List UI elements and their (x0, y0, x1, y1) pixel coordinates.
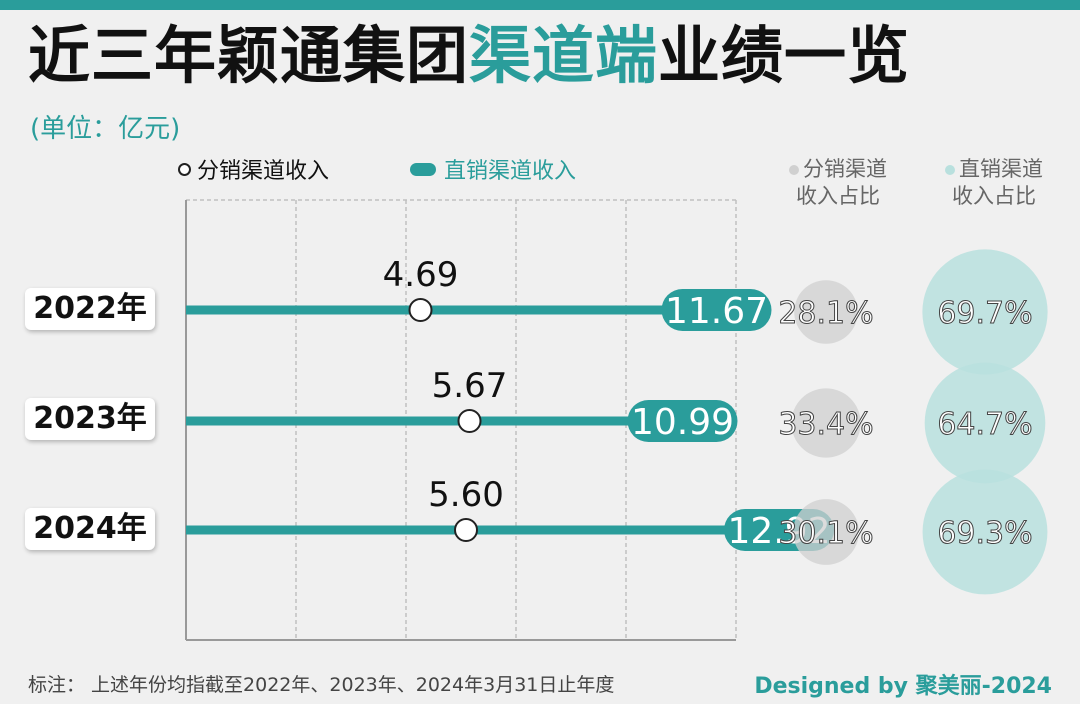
legend-pill-icon (410, 162, 436, 176)
direct-share-circle (922, 249, 1048, 375)
legend-distribution-label: 分销渠道收入 (197, 159, 330, 184)
legend-direct-label: 直销渠道收入 (444, 159, 577, 184)
distribution-share-label: 28.1% (778, 296, 873, 331)
legend-circle-icon (178, 162, 191, 176)
direct-share-label: 69.3% (937, 516, 1032, 551)
distribution-share-circle (791, 388, 861, 458)
distribution-point (408, 298, 433, 322)
direct-value-label: 10.99 (631, 402, 734, 443)
direct-share-circle (922, 469, 1048, 595)
dot-icon (789, 165, 799, 175)
share-header-direct-line1: 直销渠道 (959, 157, 1043, 181)
share-header-distribution-line2: 收入占比 (796, 184, 880, 208)
distribution-point (457, 409, 482, 433)
title-part2: 业绩一览 (658, 19, 911, 92)
distribution-share-label: 33.4% (778, 407, 873, 442)
title-highlight: 渠道端 (469, 19, 659, 92)
share-header-direct: 直销渠道 收入占比 (924, 156, 1064, 210)
year-label-2023: 2023年 (25, 398, 155, 440)
year-label-2022: 2022年 (25, 288, 155, 330)
year-label-2024: 2024年 (25, 508, 155, 550)
page-title: 近三年颖通集团渠道端业绩一览 (28, 20, 910, 91)
share-header-direct-line2: 收入占比 (952, 184, 1036, 208)
footnote: 标注： 上述年份均指截至2022年、2023年、2024年3月31日止年度 (28, 674, 615, 696)
direct-share-label: 64.7% (937, 407, 1032, 442)
distribution-point (454, 518, 478, 542)
direct-share-label: 69.7% (937, 296, 1032, 331)
dot-icon (945, 165, 955, 175)
title-part1: 近三年颖通集团 (28, 19, 470, 92)
distribution-share-circle (793, 499, 859, 565)
credit: Designed by 聚美丽-2024 (754, 674, 1052, 699)
share-header-distribution-line1: 分销渠道 (803, 157, 887, 181)
share-header-distribution: 分销渠道 收入占比 (768, 156, 908, 210)
distribution-value-label: 5.60 (428, 475, 504, 515)
distribution-share-label: 30.1% (778, 516, 873, 551)
direct-value-pill (661, 289, 772, 331)
legend-direct: 直销渠道收入 (410, 153, 576, 185)
legend-distribution: 分销渠道收入 (178, 153, 329, 185)
direct-value-pill (627, 400, 738, 442)
distribution-value-label: 4.69 (383, 255, 459, 295)
distribution-share-circle (794, 280, 858, 344)
unit-label: (单位：亿元) (30, 114, 181, 144)
direct-value-label: 11.67 (665, 291, 768, 332)
distribution-value-label: 5.67 (432, 366, 508, 406)
direct-share-circle (924, 362, 1046, 484)
top-accent-bar (0, 0, 1080, 10)
